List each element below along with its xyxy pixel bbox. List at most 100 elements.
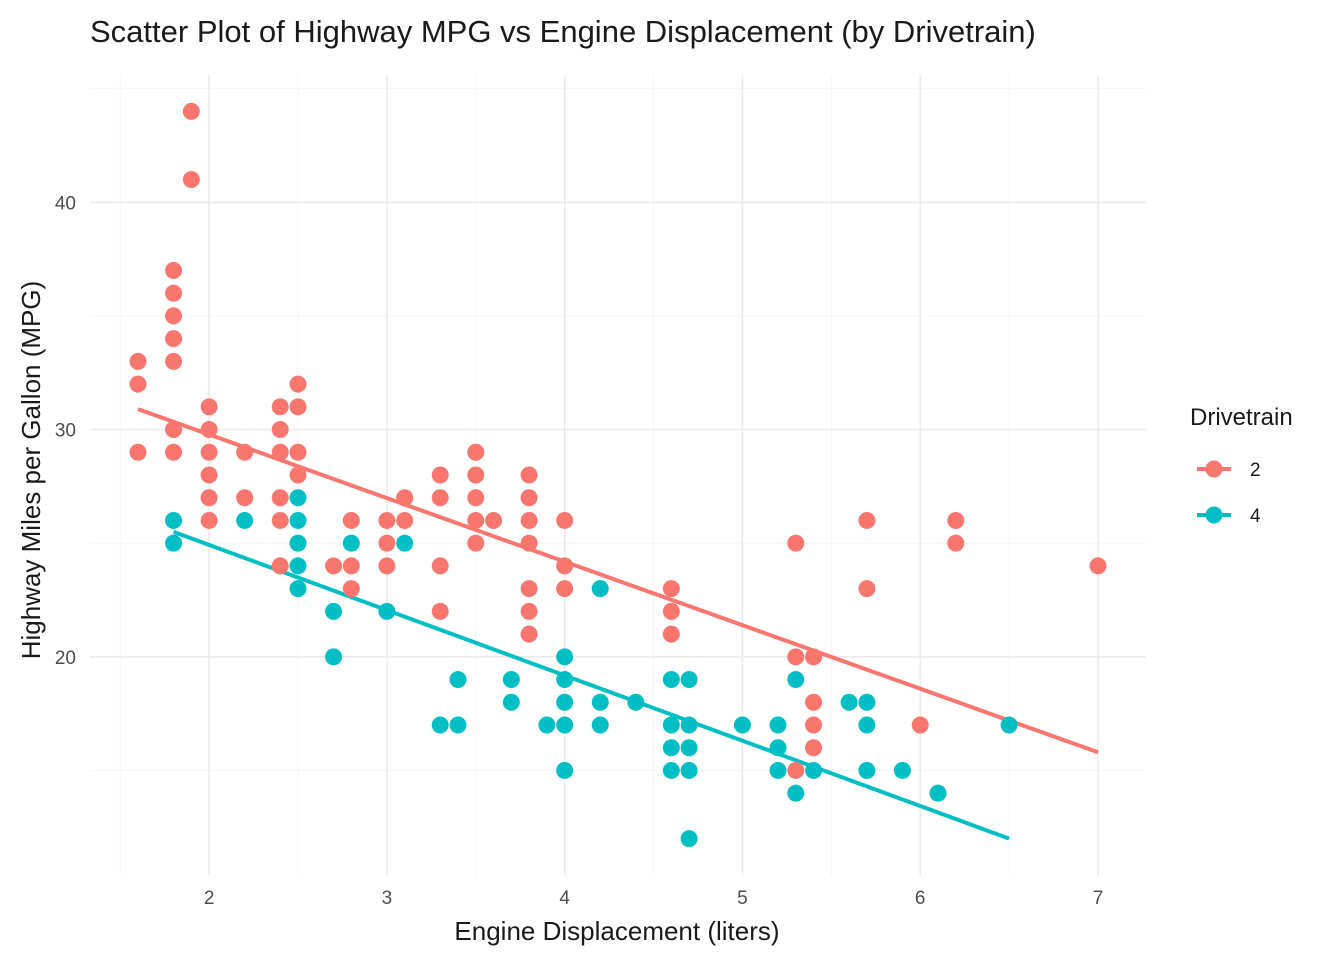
data-point-drivetrain-4 — [929, 784, 947, 802]
data-point-drivetrain-2 — [431, 557, 449, 575]
data-point-drivetrain-2 — [378, 557, 396, 575]
plot-grid — [90, 75, 1146, 875]
data-point-drivetrain-4 — [858, 761, 876, 779]
data-point-drivetrain-4 — [787, 784, 805, 802]
data-point-drivetrain-4 — [556, 716, 574, 734]
data-point-drivetrain-2 — [378, 511, 396, 529]
data-point-drivetrain-4 — [431, 716, 449, 734]
data-point-drivetrain-4 — [769, 739, 787, 757]
data-point-drivetrain-2 — [467, 534, 485, 552]
data-point-drivetrain-4 — [893, 761, 911, 779]
data-point-drivetrain-4 — [165, 534, 183, 552]
data-point-drivetrain-2 — [911, 716, 929, 734]
data-point-drivetrain-2 — [467, 489, 485, 507]
data-point-drivetrain-2 — [556, 557, 574, 575]
data-point-drivetrain-2 — [129, 375, 147, 393]
x-tick-label: 6 — [915, 888, 926, 909]
legend-item-4: 4 — [1197, 506, 1261, 527]
data-point-drivetrain-4 — [680, 716, 698, 734]
data-point-drivetrain-4 — [289, 511, 307, 529]
data-point-drivetrain-4 — [165, 511, 183, 529]
data-point-drivetrain-2 — [200, 489, 218, 507]
legend-key-point-2 — [1205, 460, 1223, 478]
x-axis-title: Engine Displacement (liters) — [454, 916, 779, 946]
data-point-drivetrain-2 — [289, 466, 307, 484]
data-point-drivetrain-4 — [325, 648, 343, 666]
data-point-drivetrain-4 — [662, 716, 680, 734]
data-point-drivetrain-4 — [858, 716, 876, 734]
data-point-drivetrain-4 — [627, 693, 645, 711]
data-point-drivetrain-2 — [271, 443, 289, 461]
data-point-drivetrain-4 — [769, 716, 787, 734]
data-point-drivetrain-2 — [396, 489, 414, 507]
y-tick-label: 40 — [55, 193, 76, 214]
data-point-drivetrain-2 — [342, 580, 360, 598]
data-point-drivetrain-2 — [787, 648, 805, 666]
legend-label-2: 2 — [1250, 460, 1261, 481]
data-point-drivetrain-4 — [556, 761, 574, 779]
y-axis-title: Highway Miles per Gallon (MPG) — [16, 281, 46, 660]
data-point-drivetrain-2 — [947, 534, 965, 552]
data-point-drivetrain-4 — [502, 693, 520, 711]
data-point-drivetrain-2 — [200, 421, 218, 439]
data-point-drivetrain-4 — [662, 671, 680, 689]
data-point-drivetrain-2 — [431, 466, 449, 484]
data-point-drivetrain-2 — [289, 398, 307, 416]
trend-line-drivetrain-2 — [137, 407, 1099, 755]
data-points — [129, 102, 1107, 848]
data-point-drivetrain-4 — [289, 489, 307, 507]
data-point-drivetrain-2 — [378, 534, 396, 552]
data-point-drivetrain-2 — [520, 625, 538, 643]
data-point-drivetrain-4 — [1000, 716, 1018, 734]
data-point-drivetrain-2 — [805, 716, 823, 734]
legend-item-2: 2 — [1197, 460, 1261, 481]
data-point-drivetrain-2 — [520, 534, 538, 552]
data-point-drivetrain-2 — [520, 466, 538, 484]
data-point-drivetrain-2 — [947, 511, 965, 529]
data-point-drivetrain-2 — [289, 375, 307, 393]
data-point-drivetrain-4 — [591, 693, 609, 711]
data-point-drivetrain-4 — [805, 761, 823, 779]
data-point-drivetrain-4 — [289, 534, 307, 552]
data-point-drivetrain-2 — [165, 307, 183, 325]
data-point-drivetrain-2 — [200, 398, 218, 416]
x-tick-label: 2 — [204, 888, 215, 909]
data-point-drivetrain-4 — [680, 739, 698, 757]
data-point-drivetrain-4 — [858, 693, 876, 711]
data-point-drivetrain-2 — [289, 443, 307, 461]
data-point-drivetrain-2 — [342, 511, 360, 529]
data-point-drivetrain-4 — [449, 671, 467, 689]
data-point-drivetrain-2 — [129, 443, 147, 461]
x-tick-label: 4 — [559, 888, 570, 909]
data-point-drivetrain-2 — [1089, 557, 1107, 575]
data-point-drivetrain-2 — [182, 171, 200, 189]
data-point-drivetrain-2 — [858, 511, 876, 529]
data-point-drivetrain-2 — [787, 761, 805, 779]
data-point-drivetrain-2 — [271, 557, 289, 575]
data-point-drivetrain-2 — [165, 330, 183, 348]
x-tick-label: 3 — [382, 888, 393, 909]
data-point-drivetrain-2 — [325, 557, 343, 575]
axis-ticks: 2 3 4 5 6 7 20 30 40 — [55, 193, 1103, 909]
data-point-drivetrain-2 — [396, 511, 414, 529]
data-point-drivetrain-4 — [502, 671, 520, 689]
data-point-drivetrain-4 — [680, 761, 698, 779]
data-point-drivetrain-4 — [662, 761, 680, 779]
data-point-drivetrain-2 — [182, 102, 200, 120]
data-point-drivetrain-2 — [556, 511, 574, 529]
data-point-drivetrain-2 — [271, 398, 289, 416]
data-point-drivetrain-4 — [556, 693, 574, 711]
data-point-drivetrain-4 — [342, 534, 360, 552]
trend-lines — [137, 407, 1099, 841]
data-point-drivetrain-2 — [662, 625, 680, 643]
data-point-drivetrain-2 — [271, 511, 289, 529]
data-point-drivetrain-4 — [662, 739, 680, 757]
data-point-drivetrain-4 — [680, 671, 698, 689]
data-point-drivetrain-4 — [325, 602, 343, 620]
data-point-drivetrain-4 — [680, 830, 698, 848]
data-point-drivetrain-2 — [236, 489, 254, 507]
data-point-drivetrain-2 — [805, 739, 823, 757]
data-point-drivetrain-2 — [520, 602, 538, 620]
data-point-drivetrain-2 — [467, 511, 485, 529]
